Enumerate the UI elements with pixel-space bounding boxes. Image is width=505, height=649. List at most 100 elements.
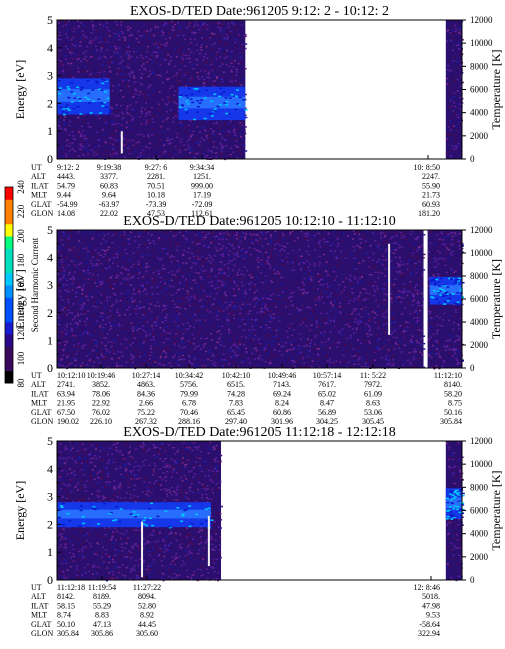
data-speckle [167, 43, 170, 46]
data-speckle [176, 314, 179, 317]
data-speckle [95, 153, 98, 156]
data-speckle [104, 323, 107, 325]
data-speckle [58, 62, 61, 65]
data-speckle [337, 260, 340, 262]
data-speckle [419, 351, 422, 353]
data-speckle [455, 311, 458, 313]
data-speckle [135, 326, 138, 329]
data-speckle [106, 41, 109, 43]
data-speckle [188, 361, 191, 364]
data-speckle [170, 329, 173, 331]
data-speckle [163, 282, 166, 285]
data-speckle [201, 297, 204, 300]
data-speckle [236, 274, 239, 276]
data-speckle [74, 31, 77, 33]
data-speckle [59, 279, 62, 281]
data-speckle [192, 343, 195, 345]
ephemeris-value: 112.61 [191, 209, 213, 218]
data-speckle [126, 106, 129, 108]
data-speckle [367, 313, 370, 315]
data-speckle [219, 249, 222, 251]
data-speckle [255, 349, 258, 352]
colorbar-tick-label: 160 [16, 278, 26, 292]
data-speckle [233, 128, 236, 131]
data-speckle [400, 333, 403, 335]
data-speckle [242, 295, 245, 298]
data-speckle [354, 354, 357, 357]
data-speckle [232, 317, 235, 320]
data-speckle [215, 146, 218, 149]
data-speckle [452, 56, 455, 59]
data-speckle [99, 312, 102, 314]
data-speckle [405, 290, 408, 293]
data-speckle [366, 333, 369, 335]
data-speckle [396, 262, 399, 265]
data-speckle [66, 291, 69, 293]
data-speckle [207, 129, 210, 131]
data-speckle [407, 362, 410, 364]
data-speckle [221, 358, 224, 361]
data-speckle [108, 35, 111, 37]
data-speckle [145, 293, 148, 296]
data-speckle [96, 151, 99, 153]
data-speckle [63, 274, 66, 276]
data-speckle [445, 271, 448, 274]
data-speckle [90, 31, 93, 34]
data-speckle [167, 89, 170, 91]
data-speckle [139, 93, 142, 95]
band-speckle [444, 292, 448, 295]
data-speckle [366, 252, 369, 254]
data-speckle [107, 246, 110, 249]
data-speckle [95, 345, 98, 347]
data-speckle [162, 291, 165, 293]
data-speckle [149, 113, 152, 116]
data-speckle [237, 62, 240, 65]
data-speckle [207, 245, 210, 247]
data-speckle [111, 316, 114, 318]
data-speckle [136, 291, 139, 293]
data-speckle [418, 358, 421, 361]
data-speckle [142, 314, 145, 316]
data-speckle [184, 237, 187, 239]
data-speckle [390, 359, 393, 361]
data-speckle [226, 31, 229, 33]
data-speckle [260, 259, 263, 261]
data-speckle [66, 362, 69, 364]
data-speckle [125, 121, 128, 124]
data-speckle [434, 317, 437, 319]
data-speckle [131, 131, 134, 133]
data-speckle [188, 342, 191, 344]
data-speckle [382, 310, 385, 313]
data-speckle [166, 128, 169, 130]
data-speckle [143, 97, 146, 99]
data-speckle [240, 281, 243, 284]
data-speckle [399, 264, 402, 266]
data-speckle [89, 142, 92, 145]
data-speckle [343, 344, 346, 347]
data-speckle [173, 35, 176, 38]
data-speckle [206, 76, 209, 79]
data-speckle [459, 242, 462, 244]
data-speckle [361, 290, 364, 292]
data-speckle [61, 342, 64, 345]
data-speckle [185, 318, 188, 321]
data-speckle [83, 323, 86, 326]
data-speckle [210, 321, 213, 324]
data-speckle [117, 274, 120, 277]
data-speckle [202, 359, 205, 362]
data-speckle [308, 350, 311, 352]
data-speckle [271, 256, 274, 259]
data-speckle [241, 361, 244, 364]
data-speckle [286, 281, 289, 284]
data-speckle [132, 50, 135, 53]
data-speckle [196, 255, 199, 257]
data-speckle [179, 281, 182, 284]
data-speckle [353, 321, 356, 323]
data-speckle [204, 269, 207, 272]
data-speckle [226, 38, 229, 40]
data-speckle [186, 240, 189, 243]
data-speckle [68, 363, 71, 366]
data-speckle [303, 362, 306, 364]
data-speckle [111, 146, 114, 148]
data-speckle [211, 285, 214, 287]
